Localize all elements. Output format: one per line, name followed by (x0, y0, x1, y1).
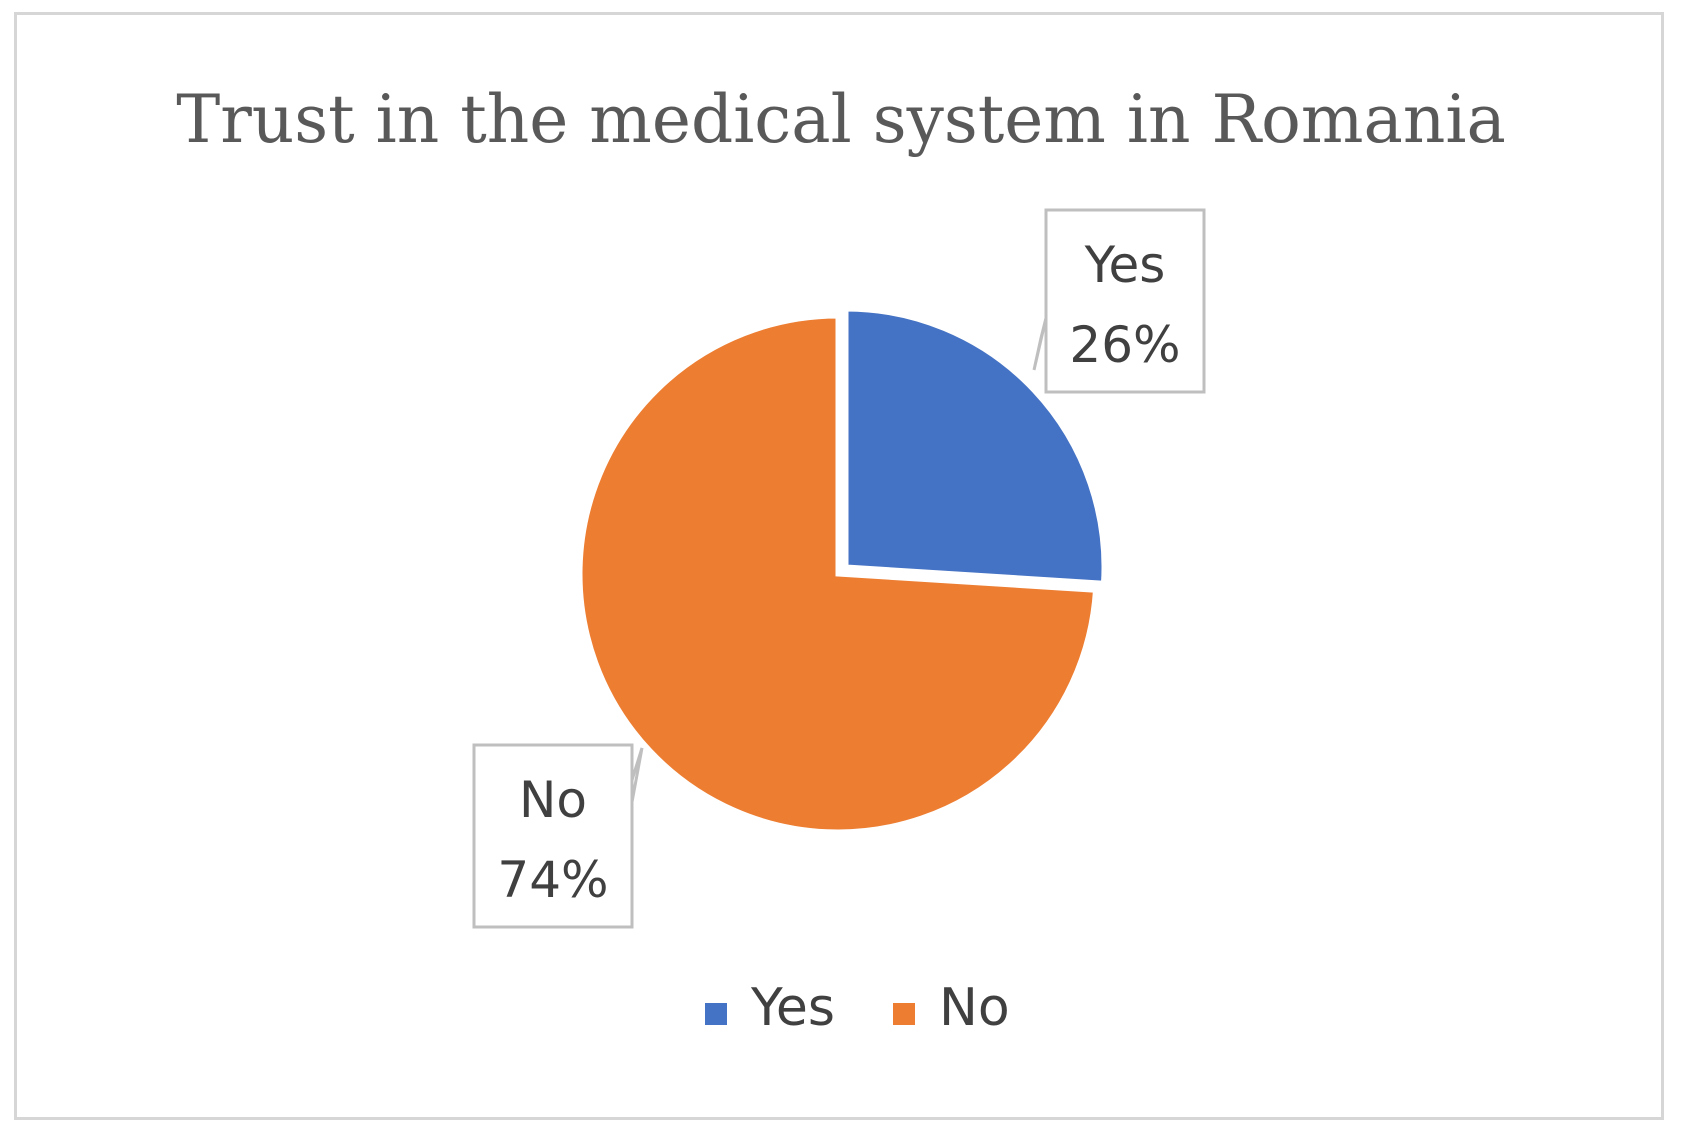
chart-title: Trust in the medical system in Romania (176, 81, 1506, 158)
legend-swatch-yes (705, 1003, 727, 1025)
legend-label-no: No (939, 978, 1010, 1038)
data-label-category-no: No (519, 771, 587, 829)
legend: Yes No (705, 978, 1010, 1038)
data-label-category-yes: Yes (1084, 236, 1166, 294)
callout-pointer-yes (1032, 317, 1048, 371)
callout-box-yes (1044, 208, 1206, 394)
data-label-callouts: Yes 26% No 74% (472, 208, 1206, 929)
pie-slices (577, 306, 1107, 835)
callout-box-no (472, 743, 634, 929)
data-label-value-yes: 26% (1069, 316, 1180, 374)
legend-swatch-no (893, 1003, 915, 1025)
pie-slice-no (577, 313, 1099, 835)
legend-label-yes: Yes (750, 978, 835, 1038)
data-label-value-no: 74% (497, 851, 608, 909)
pie-slice-yes (843, 306, 1107, 586)
